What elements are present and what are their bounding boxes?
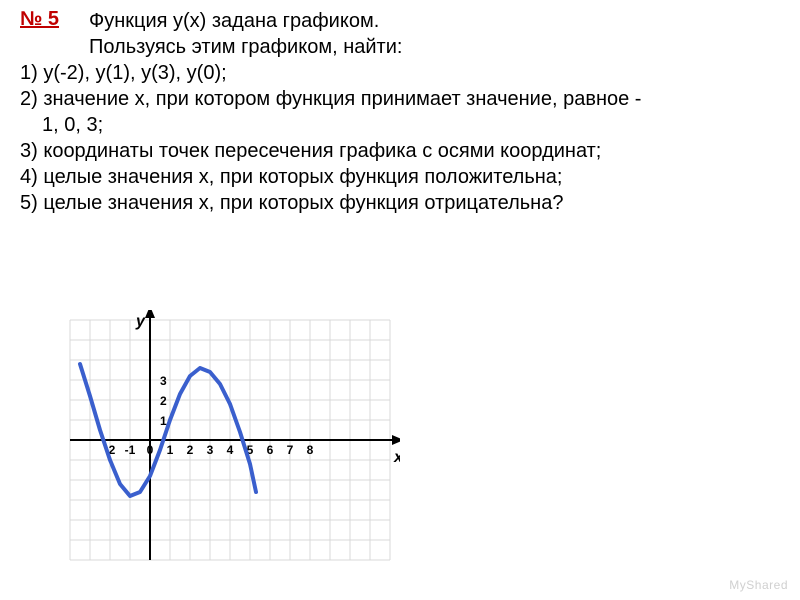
problem-number: № 5 bbox=[20, 8, 59, 31]
svg-text:-1: -1 bbox=[125, 443, 136, 457]
svg-text:3: 3 bbox=[160, 374, 167, 388]
task-1: 1) у(-2), у(1), у(3), у(0); bbox=[20, 60, 780, 86]
task-list: 1) у(-2), у(1), у(3), у(0); 2) значение … bbox=[0, 60, 800, 216]
task-2a: 2) значение х, при котором функция прини… bbox=[20, 86, 780, 112]
task-2b: 1, 0, 3; bbox=[20, 112, 780, 138]
svg-text:2: 2 bbox=[187, 443, 194, 457]
function-graph: -2-1012345678123ху bbox=[60, 310, 400, 570]
task-5: 5) целые значения х, при которых функция… bbox=[20, 190, 780, 216]
task-4: 4) целые значения х, при которых функция… bbox=[20, 164, 780, 190]
task-3: 3) координаты точек пересечения графика … bbox=[20, 138, 780, 164]
graph-container: -2-1012345678123ху bbox=[60, 310, 400, 570]
svg-text:8: 8 bbox=[307, 443, 314, 457]
svg-text:6: 6 bbox=[267, 443, 274, 457]
svg-text:7: 7 bbox=[287, 443, 294, 457]
svg-text:2: 2 bbox=[160, 394, 167, 408]
footer-watermark: MyShared bbox=[729, 578, 788, 592]
intro-line-2: Пользуясь этим графиком, найти: bbox=[89, 34, 402, 60]
svg-text:х: х bbox=[393, 449, 400, 466]
intro-block: Функция у(х) задана графиком. Пользуясь … bbox=[89, 8, 402, 60]
svg-text:3: 3 bbox=[207, 443, 214, 457]
svg-text:1: 1 bbox=[167, 443, 174, 457]
intro-line-1: Функция у(х) задана графиком. bbox=[89, 8, 402, 34]
svg-text:4: 4 bbox=[227, 443, 234, 457]
svg-text:0: 0 bbox=[147, 443, 154, 457]
svg-text:у: у bbox=[135, 313, 146, 330]
